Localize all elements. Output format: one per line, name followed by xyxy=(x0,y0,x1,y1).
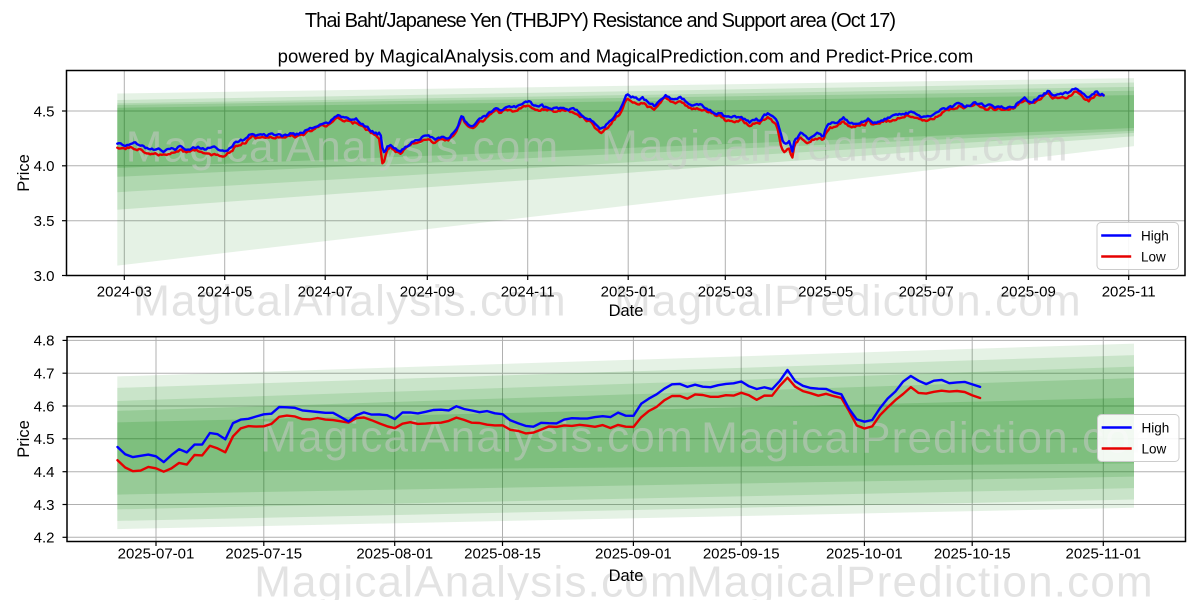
svg-text:2025-10-15: 2025-10-15 xyxy=(934,546,1011,563)
svg-text:2025-01: 2025-01 xyxy=(601,284,656,301)
svg-text:powered by MagicalAnalysis.com: powered by MagicalAnalysis.com and Magic… xyxy=(278,46,974,67)
svg-text:3.0: 3.0 xyxy=(34,268,55,285)
svg-text:MagicalAnalysis.com: MagicalAnalysis.com xyxy=(126,123,560,172)
svg-text:2024-05: 2024-05 xyxy=(197,284,252,301)
svg-text:MagicalAnalysis.com: MagicalAnalysis.com xyxy=(254,558,688,600)
svg-text:MagicalPrediction.com: MagicalPrediction.com xyxy=(701,414,1169,463)
svg-text:2025-08-15: 2025-08-15 xyxy=(464,546,541,563)
svg-text:4.5: 4.5 xyxy=(34,103,55,120)
svg-text:Price: Price xyxy=(15,154,33,192)
svg-text:2025-07-15: 2025-07-15 xyxy=(225,546,302,563)
svg-text:Low: Low xyxy=(1141,249,1166,264)
svg-text:Date: Date xyxy=(609,567,644,585)
svg-text:2024-11: 2024-11 xyxy=(501,284,555,301)
svg-text:Low: Low xyxy=(1142,441,1167,456)
svg-text:2025-07: 2025-07 xyxy=(899,284,954,301)
svg-text:MagicalAnalysis.com: MagicalAnalysis.com xyxy=(133,277,567,326)
svg-text:2024-03: 2024-03 xyxy=(97,284,152,301)
svg-text:4.4: 4.4 xyxy=(34,464,55,481)
svg-text:2025-09-01: 2025-09-01 xyxy=(595,546,672,563)
svg-text:2025-09: 2025-09 xyxy=(1001,284,1056,301)
svg-text:4.2: 4.2 xyxy=(34,530,55,547)
svg-text:2025-09-15: 2025-09-15 xyxy=(703,546,780,563)
svg-text:2025-11: 2025-11 xyxy=(1102,284,1156,301)
svg-text:MagicalPrediction.com: MagicalPrediction.com xyxy=(601,122,1069,171)
svg-text:Price: Price xyxy=(15,420,33,458)
svg-text:2024-09: 2024-09 xyxy=(400,284,455,301)
svg-text:Date: Date xyxy=(609,302,644,320)
svg-text:3.5: 3.5 xyxy=(34,213,55,230)
svg-text:2024-07: 2024-07 xyxy=(298,284,353,301)
svg-text:High: High xyxy=(1141,228,1169,243)
svg-text:2025-11-01: 2025-11-01 xyxy=(1065,546,1141,563)
svg-text:4.6: 4.6 xyxy=(34,398,55,415)
svg-text:4.3: 4.3 xyxy=(34,497,55,514)
svg-text:MagicalPrediction.com: MagicalPrediction.com xyxy=(614,277,1082,326)
svg-text:MagicalPrediction.com: MagicalPrediction.com xyxy=(686,558,1154,600)
svg-text:4.5: 4.5 xyxy=(34,431,55,448)
svg-text:4.8: 4.8 xyxy=(34,333,55,350)
svg-text:4.0: 4.0 xyxy=(34,158,55,175)
svg-text:2025-03: 2025-03 xyxy=(698,284,753,301)
svg-text:2025-10-01: 2025-10-01 xyxy=(826,546,903,563)
svg-text:2025-08-01: 2025-08-01 xyxy=(356,546,433,563)
svg-text:Thai Baht/Japanese Yen (THBJPY: Thai Baht/Japanese Yen (THBJPY) Resistan… xyxy=(305,10,895,32)
svg-text:High: High xyxy=(1142,420,1170,435)
svg-text:4.7: 4.7 xyxy=(34,366,55,383)
svg-text:2025-07-01: 2025-07-01 xyxy=(118,546,195,563)
svg-text:2025-05: 2025-05 xyxy=(798,284,853,301)
